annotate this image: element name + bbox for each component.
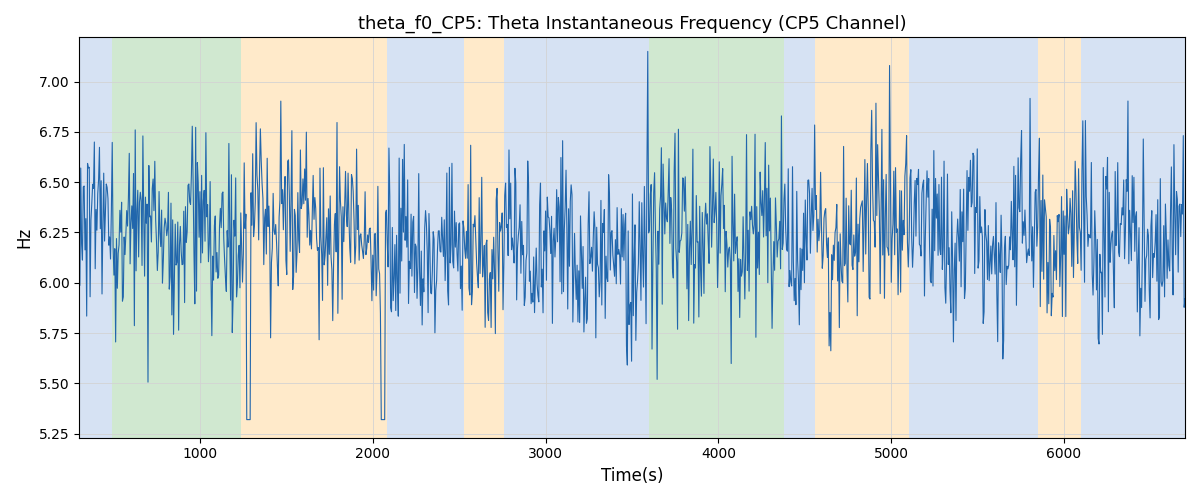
X-axis label: Time(s): Time(s) bbox=[601, 467, 664, 485]
Bar bbox=[784, 38, 815, 438]
Bar bbox=[241, 38, 386, 438]
Bar bbox=[815, 38, 908, 438]
Bar bbox=[908, 38, 1038, 438]
Bar bbox=[79, 38, 112, 438]
Title: theta_f0_CP5: Theta Instantaneous Frequency (CP5 Channel): theta_f0_CP5: Theta Instantaneous Freque… bbox=[358, 15, 906, 34]
Bar bbox=[386, 38, 464, 438]
Bar bbox=[464, 38, 504, 438]
Y-axis label: Hz: Hz bbox=[14, 227, 32, 248]
Bar bbox=[112, 38, 241, 438]
Bar bbox=[1038, 38, 1081, 438]
Bar bbox=[1081, 38, 1184, 438]
Bar bbox=[649, 38, 784, 438]
Bar bbox=[504, 38, 649, 438]
